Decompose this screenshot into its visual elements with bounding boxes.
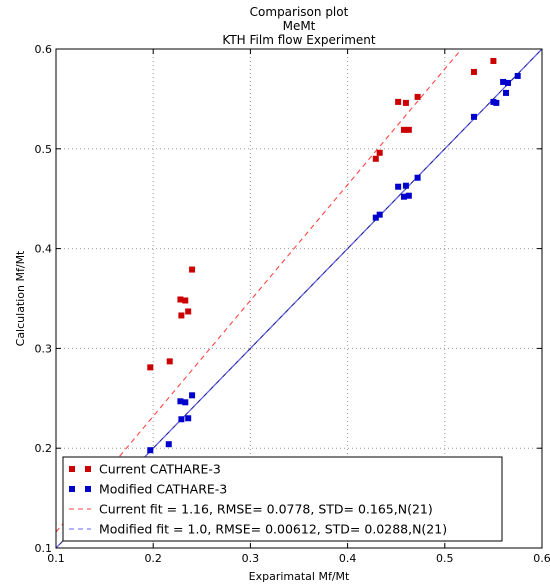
fit-line-0: [56, 49, 463, 533]
current-marker: [490, 57, 497, 64]
y-tick-label: 0.5: [35, 143, 53, 156]
current-marker: [177, 296, 184, 303]
modified-marker: [189, 392, 196, 399]
grid: [56, 49, 542, 548]
current-marker: [166, 358, 173, 365]
legend-entry-label: Modified fit = 1.0, RMSE= 0.00612, STD= …: [99, 522, 447, 537]
chart-title-line: MeMt: [283, 19, 316, 33]
modified-marker: [147, 447, 154, 454]
modified-marker: [414, 174, 421, 181]
modified-marker: [372, 214, 379, 221]
y-tick-label: 0.1: [35, 542, 53, 555]
current-marker: [470, 68, 477, 75]
legend-marker: [69, 466, 75, 472]
legend-marker: [85, 466, 91, 472]
legend-marker: [69, 486, 75, 492]
modified-marker: [514, 72, 521, 79]
plot-frame: [55, 48, 543, 549]
modified-marker: [504, 79, 511, 86]
axes: 0.1 0.2 0.3 0.4 0.5 0.6 0.1 0.2 0.3 0.4 0.5 0.6 Expa…: [14, 43, 550, 583]
modified-marker: [500, 78, 507, 85]
fit-line-1: [56, 49, 542, 548]
legend-marker: [85, 486, 91, 492]
y-tick-label: 0.3: [35, 342, 53, 355]
current-marker: [147, 364, 154, 371]
current-marker: [402, 99, 409, 106]
legend-entry-label: Current CATHARE-3: [99, 462, 221, 477]
modified-marker: [405, 192, 412, 199]
x-tick-label: 0.2: [144, 552, 162, 565]
plot-area: [56, 49, 542, 548]
y-axis-label: Calculation Mf/Mt: [14, 250, 27, 346]
x-tick-label: 0.4: [339, 552, 357, 565]
x-tick-label: 0.1: [47, 552, 65, 565]
x-tick-label: 0.5: [436, 552, 454, 565]
modified-marker: [493, 99, 500, 106]
legend: Current CATHARE-3 Modified CATHARE-3 Curre…: [62, 456, 503, 542]
current-marker: [182, 297, 189, 304]
legend-box: [62, 456, 503, 542]
modified-marker: [185, 415, 192, 422]
x-tick-label: 0.3: [242, 552, 260, 565]
current-marker: [405, 126, 412, 133]
chart-title-line: Comparison plot: [250, 5, 349, 19]
legend-entry-label: Modified CATHARE-3: [99, 482, 227, 497]
current-marker: [414, 93, 421, 100]
chart-title-line: KTH Film flow Experiment: [222, 33, 375, 47]
modified-marker: [376, 211, 383, 218]
x-tick-label: 0.6: [533, 552, 550, 565]
current-marker: [376, 149, 383, 156]
modified-marker: [182, 399, 189, 406]
modified-marker: [178, 416, 185, 423]
current-marker: [178, 312, 185, 319]
y-tick-label: 0.4: [35, 243, 53, 256]
current-marker: [400, 126, 407, 133]
modified-marker: [503, 89, 510, 96]
modified-marker: [165, 441, 172, 448]
modified-marker: [395, 183, 402, 190]
current-marker: [185, 308, 192, 315]
legend-entry-label: Current fit = 1.16, RMSE= 0.0778, STD= 0…: [99, 502, 433, 517]
current-marker: [372, 155, 379, 162]
y-tick-label: 0.6: [35, 43, 53, 56]
current-marker: [395, 98, 402, 105]
current-marker: [189, 266, 196, 273]
modified-marker: [177, 398, 184, 405]
y-tick-label: 0.2: [35, 442, 53, 455]
x-axis-label: Exparimatal Mf/Mt: [249, 570, 350, 583]
modified-marker: [400, 193, 407, 200]
modified-marker: [402, 182, 409, 189]
modified-marker: [470, 113, 477, 120]
